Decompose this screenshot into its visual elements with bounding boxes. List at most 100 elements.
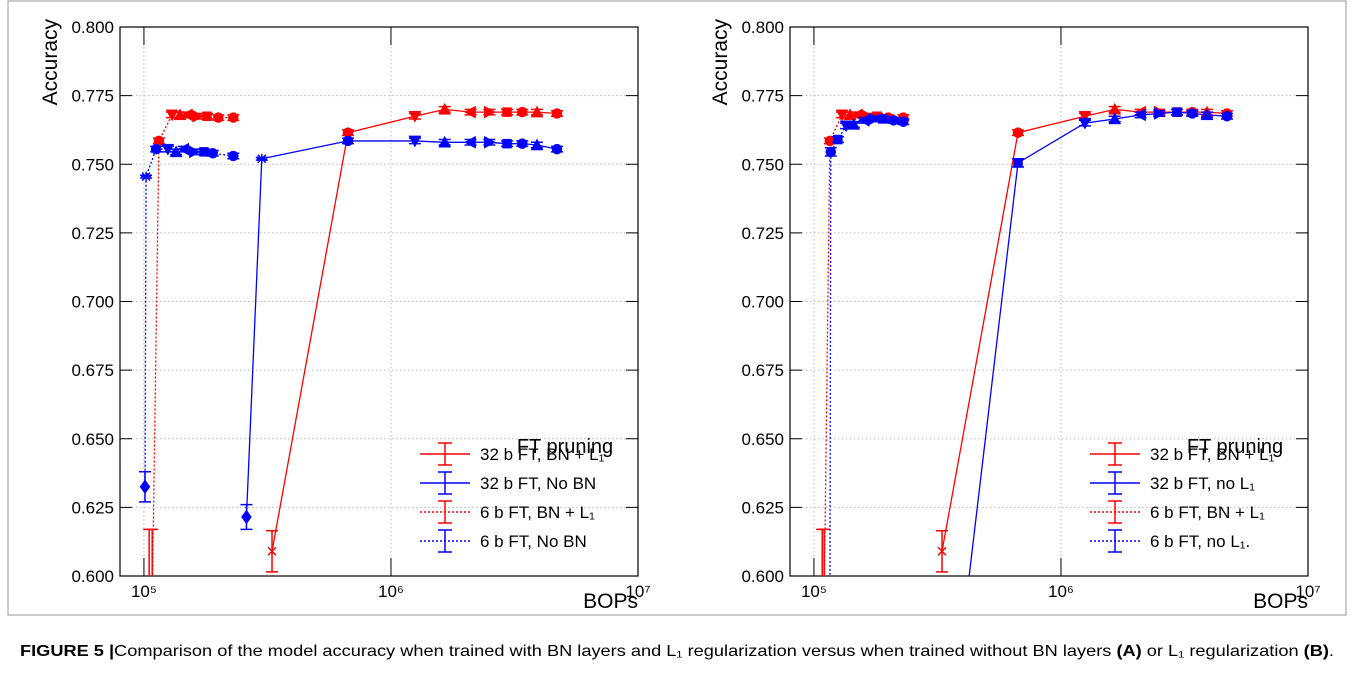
marker	[464, 105, 476, 119]
marker	[192, 109, 205, 123]
plot-frame	[119, 26, 639, 577]
marker	[342, 135, 354, 147]
marker	[958, 626, 968, 636]
marker	[438, 135, 452, 148]
legend-label: 6 b FT, BN + L₁	[480, 503, 595, 522]
x-axis-label: BOPs	[1253, 590, 1308, 613]
y-tick-label: 0.725	[741, 224, 784, 243]
marker	[1108, 112, 1122, 125]
caption-text: (A)	[1116, 643, 1141, 660]
marker	[199, 147, 209, 157]
marker	[502, 107, 512, 117]
marker	[408, 110, 422, 123]
x-tick-label: 10⁷	[1295, 582, 1320, 601]
y-tick-label: 0.700	[71, 293, 114, 312]
marker	[847, 117, 861, 130]
series-line	[829, 118, 904, 576]
marker	[484, 135, 496, 149]
legend-symbol	[438, 471, 452, 495]
legend-symbol	[1108, 471, 1122, 495]
legend-symbol	[1108, 500, 1122, 524]
marker	[1154, 107, 1166, 120]
marker	[1078, 110, 1092, 123]
marker	[139, 479, 151, 495]
plot-area	[816, 102, 1233, 636]
marker	[267, 546, 277, 556]
marker	[868, 112, 881, 126]
marker	[888, 115, 899, 126]
marker	[213, 112, 224, 123]
plot-frame	[789, 26, 1309, 577]
legend-symbol	[1108, 442, 1122, 466]
panel: 0.600 0.625 0.650 0.675 0.700 0.725 0.750 0.775…	[709, 18, 1321, 636]
caption-text: .	[1329, 643, 1334, 660]
y-tick-label: 0.800	[741, 18, 784, 37]
legend-symbol	[438, 529, 452, 553]
marker	[1134, 108, 1146, 122]
marker	[1187, 108, 1198, 119]
marker	[551, 143, 563, 155]
caption: FIGURE 5 | Comparison of the model accura…	[20, 643, 1334, 660]
y-tick-label: 0.675	[741, 361, 784, 380]
series-line	[823, 114, 904, 576]
series-line	[144, 148, 234, 487]
marker	[937, 546, 947, 556]
caption-text: Comparison of the model accuracy when tr…	[114, 643, 1116, 660]
marker	[517, 138, 528, 149]
legend-label: 6 b FT, BN + L₁	[1150, 503, 1265, 522]
marker	[502, 138, 512, 149]
legend-symbol	[1108, 529, 1122, 553]
error-bar	[146, 528, 159, 576]
y-tick-label: 0.650	[741, 430, 784, 449]
marker	[150, 143, 162, 155]
y-tick-label: 0.725	[71, 224, 114, 243]
marker	[228, 150, 239, 162]
y-tick-label: 0.675	[71, 361, 114, 380]
marker	[1012, 127, 1024, 138]
legend-label: 32 b FT, No BN	[480, 474, 596, 493]
marker	[1013, 158, 1023, 168]
legend-symbol	[438, 442, 452, 466]
error-bar	[818, 528, 831, 576]
marker	[189, 145, 201, 159]
x-tick-label: 10⁵	[801, 582, 827, 601]
plot-area	[139, 102, 563, 576]
marker	[825, 626, 835, 636]
marker	[1078, 117, 1092, 130]
marker	[141, 171, 152, 182]
y-tick-label: 0.750	[741, 155, 784, 174]
marker	[153, 135, 165, 147]
series-line	[941, 108, 1228, 552]
y-tick-label: 0.625	[71, 498, 114, 517]
marker	[825, 146, 837, 158]
marker	[207, 148, 219, 159]
y-axis-label: Accuracy	[709, 19, 732, 106]
legend-label: 32 b FT, no L₁	[1150, 474, 1255, 493]
caption-text: or L₁ regularization	[1142, 643, 1304, 660]
x-tick-label: 10⁵	[131, 582, 157, 601]
y-tick-label: 0.750	[71, 155, 114, 174]
y-tick-label: 0.600	[741, 567, 784, 586]
marker	[530, 105, 544, 118]
y-tick-label: 0.600	[71, 567, 114, 586]
legend-label: 32 b FT, BN + L₁	[1150, 445, 1275, 464]
marker	[833, 134, 843, 145]
marker	[464, 135, 476, 149]
caption-text: (B)	[1304, 643, 1329, 660]
legend-title: FT pruning	[517, 436, 613, 458]
legend-symbol	[438, 500, 452, 524]
x-tick-label: 10⁷	[625, 582, 650, 601]
marker	[517, 106, 528, 118]
marker	[408, 135, 422, 148]
marker	[839, 120, 853, 133]
figure-frame	[7, 0, 1347, 616]
y-tick-label: 0.800	[71, 18, 114, 37]
y-tick-label: 0.625	[741, 498, 784, 517]
x-axis-label: BOPs	[583, 590, 638, 613]
marker	[202, 111, 212, 121]
marker	[878, 114, 888, 124]
caption-label: FIGURE 5 |	[20, 643, 114, 660]
series-line	[968, 111, 1228, 576]
